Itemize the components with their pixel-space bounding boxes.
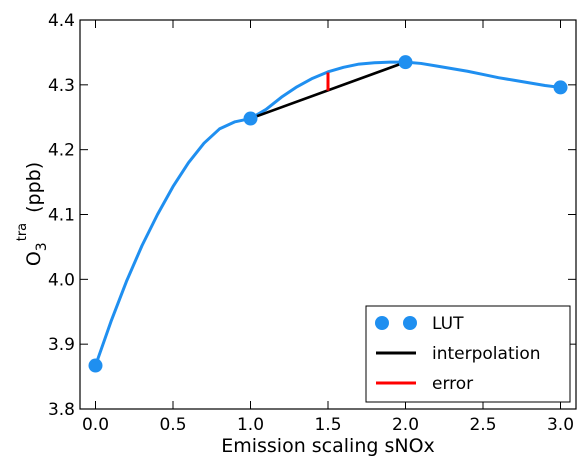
legend-interpolation-label: interpolation <box>432 344 541 364</box>
y-axis-title-superscript: tra <box>15 223 30 241</box>
y-axis-title-subscript: 3 <box>34 242 50 251</box>
legend-LUT-label: LUT <box>432 314 464 334</box>
x-tick-label: 3.0 <box>547 415 574 435</box>
x-axis-title: Emission scaling sNOx <box>221 435 435 457</box>
x-tick-label: 0.0 <box>82 415 109 435</box>
x-tick-label: 1.0 <box>237 415 264 435</box>
x-tick-label: 1.5 <box>314 415 341 435</box>
svg-text:O3tra(ppb): O3 tra (ppb) <box>15 162 50 266</box>
y-tick-label: 4.4 <box>48 11 75 31</box>
y-tick-label: 4.1 <box>48 206 75 226</box>
y-axis-title-unit: (ppb) <box>23 162 45 213</box>
y-axis-title-base: O <box>23 251 45 266</box>
y-tick-label: 4.2 <box>48 141 75 161</box>
series-LUT-point-3 <box>553 80 568 95</box>
legend-error-label: error <box>432 374 473 394</box>
x-tick-label: 2.0 <box>392 415 419 435</box>
series-LUT-point-0 <box>88 358 103 373</box>
legend: LUT interpolation error <box>365 305 571 403</box>
x-tick-label: 2.5 <box>469 415 496 435</box>
legend-lut-marker <box>375 316 389 330</box>
y-tick-label: 3.8 <box>48 400 75 420</box>
y-tick-label: 4.3 <box>48 76 75 96</box>
x-tick-label: 0.5 <box>159 415 186 435</box>
y-axis-title: O3 tra (ppb) <box>15 162 50 266</box>
ticks-layer: 0.0 0.5 1.0 1.5 2.0 2.5 3.0 3.8 3.9 4.0 4.1 4.2 4.3 4… <box>48 11 576 435</box>
y-tick-label: 3.9 <box>48 335 75 355</box>
series-LUT-point-2 <box>398 55 413 70</box>
legend-lut-marker <box>403 316 417 330</box>
series-LUT-point-1 <box>243 111 258 126</box>
series-layer <box>88 55 568 373</box>
y-tick-label: 4.0 <box>48 270 75 290</box>
series-curve-line <box>94 60 561 367</box>
